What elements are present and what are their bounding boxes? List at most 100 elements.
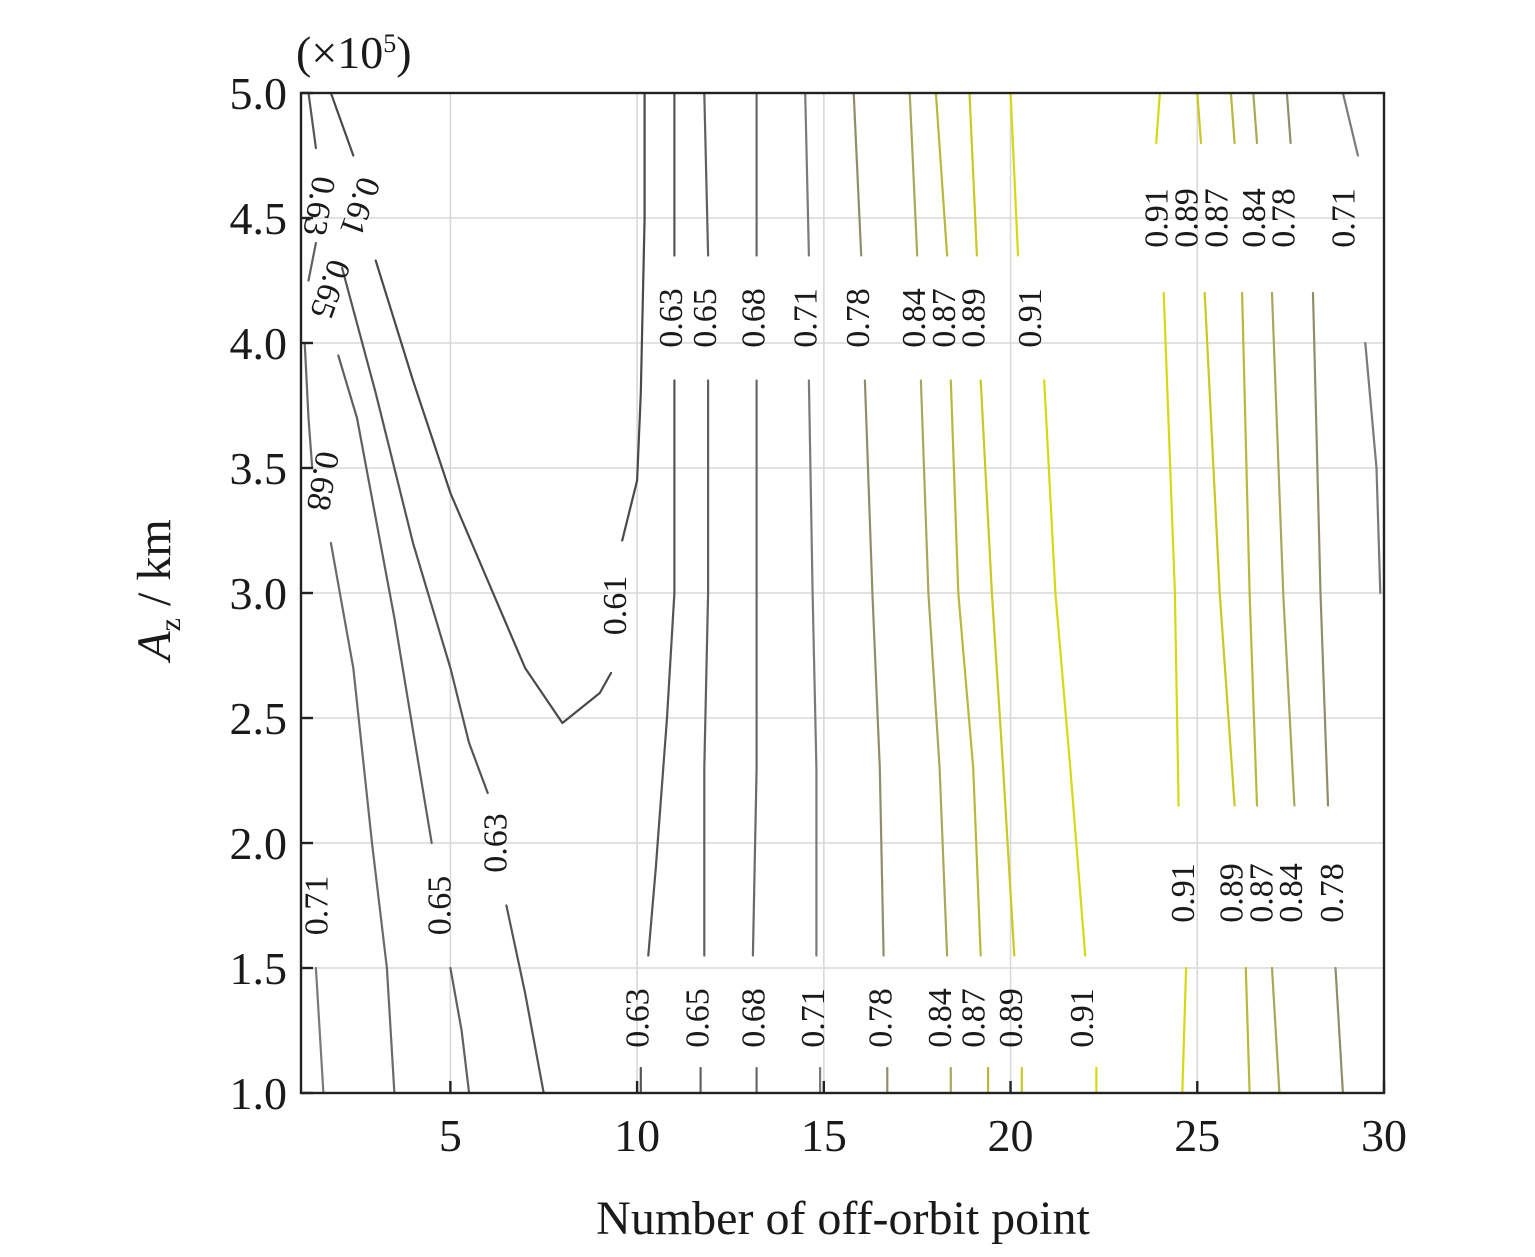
contour-line-0-71: [314, 966, 325, 1095]
contour-label: 0.65: [422, 876, 459, 936]
contour-line-0-65: [307, 241, 317, 282]
contour-label: 0.84: [922, 988, 959, 1048]
x-tick-label: 15: [801, 1110, 847, 1161]
contour-line-0-84: [1270, 291, 1296, 807]
contour-label: 0.78: [862, 988, 899, 1048]
contour-label: 0.91: [1139, 188, 1176, 248]
contour-label: 0.89: [993, 988, 1030, 1048]
y-axis-label: Az / km: [128, 519, 187, 663]
contour-label: 0.84: [1236, 188, 1273, 248]
y-tick-label: 5.0: [230, 68, 288, 119]
contour-label: 0.78: [840, 288, 877, 348]
contour-label: 0.71: [795, 988, 832, 1048]
x-tick-label: 25: [1174, 1110, 1220, 1161]
contour-line-0-84: [1252, 91, 1259, 145]
contour-line-0-63: [505, 904, 545, 1095]
contour-label: 0.91: [1012, 288, 1049, 348]
contour-line-0-71: [1341, 91, 1359, 157]
contour-line-0-87: [1229, 91, 1236, 145]
contour-line-0-78: [852, 91, 863, 257]
contour-label: 0.91: [1165, 863, 1202, 923]
contour-label: 0.87: [926, 288, 963, 348]
contour-label: 0.89: [1169, 188, 1206, 248]
contour-label: 0.71: [788, 288, 825, 348]
contour-label: 0.71: [1325, 188, 1362, 248]
y-tick-label: 3.0: [230, 568, 288, 619]
contour-label: 0.63: [478, 813, 515, 873]
contour-line-0-87: [949, 379, 982, 957]
contour-label: 0.68: [299, 448, 346, 513]
contour-label: 0.68: [735, 988, 772, 1048]
contour-label: 0.65: [687, 288, 724, 348]
contour-labels: 0.610.630.650.680.71 0.650.630.610.630.65…: [295, 172, 1362, 1048]
y-tick-label: 2.5: [230, 693, 288, 744]
contour-line-0-78: [1311, 291, 1330, 807]
contour-label: 0.78: [1314, 863, 1351, 923]
contour-line-0-91: [1043, 379, 1087, 957]
contour-line-0-71: [807, 379, 818, 957]
contour-line-0-68: [329, 541, 396, 1095]
contour-line-0-89: [1196, 91, 1203, 145]
x-tick-label: 5: [439, 1110, 462, 1161]
y-axis-label-symbol: A: [128, 631, 181, 664]
contour-line-0-63: [647, 379, 676, 957]
x-axis-label: Number of off-orbit point: [596, 1192, 1090, 1245]
contour-line-0-91: [1181, 966, 1188, 1095]
y-multiplier: (×105): [296, 27, 412, 78]
contour-line-0-91: [1155, 91, 1161, 145]
y-tick-label: 4.0: [230, 318, 288, 369]
contour-line-0-65: [703, 91, 710, 257]
axes: 5 10 15 20 25 30 1.0 1.5 2.0 2.5 3.0 3.5 4.0 4.5 5.0: [230, 68, 1408, 1161]
x-tick-label: 30: [1361, 1110, 1407, 1161]
contour-line-0-89: [1203, 291, 1236, 807]
contour-line-0-63: [307, 91, 317, 150]
contour-label: 0.87: [1198, 188, 1235, 248]
contour-line-0-65: [703, 379, 710, 957]
contour-label: 0.61: [597, 576, 634, 636]
contour-lines: [303, 91, 1382, 1095]
contour-line-0-78: [863, 379, 885, 957]
contour-label: 0.89: [956, 288, 993, 348]
contour-label: 0.71: [298, 876, 335, 936]
contour-line-0-63: [341, 266, 489, 795]
y-tick-label: 1.5: [230, 943, 288, 994]
contour-label: 0.89: [1213, 863, 1250, 923]
contour-label: 0.65: [302, 255, 357, 324]
contour-line-0-78: [1334, 966, 1344, 1095]
contour-line-0-87: [1244, 966, 1251, 1095]
contour-label: 0.63: [620, 988, 657, 1048]
y-axis-label-subscript: z: [154, 618, 187, 631]
contour-line-0-91: [1009, 91, 1020, 257]
contour-line-0-61: [374, 259, 613, 725]
contour-label: 0.65: [679, 988, 716, 1048]
x-tick-label: 20: [988, 1110, 1034, 1161]
contour-line-0-61: [621, 91, 646, 542]
contour-label: 0.84: [1273, 863, 1310, 923]
x-tick-label: 10: [614, 1110, 660, 1161]
contour-line-0-65: [449, 966, 471, 1095]
contour-line-0-71: [1364, 341, 1382, 595]
contour-line-0-84: [1270, 966, 1281, 1095]
grid: [301, 93, 1384, 1093]
contour-line-0-78: [1285, 91, 1292, 145]
y-tick-label: 1.0: [230, 1068, 288, 1119]
contour-label: 0.63: [653, 288, 690, 348]
contour-label: 0.78: [1266, 188, 1303, 248]
contour-line-0-89: [968, 91, 978, 257]
contour-line-0-84: [919, 379, 949, 957]
contour-line-0-89: [979, 379, 1016, 957]
contour-label: 0.68: [735, 288, 772, 348]
y-axis-label-unit: / km: [128, 519, 181, 618]
contour-label: 0.87: [1243, 863, 1280, 923]
contour-line-0-71: [804, 91, 810, 257]
contour-line-0-84: [908, 91, 919, 257]
contour-label: 0.84: [896, 288, 933, 348]
y-tick-label: 2.0: [230, 818, 288, 869]
contour-line-0-87: [1241, 291, 1259, 807]
contour-label: 0.91: [1064, 988, 1101, 1048]
contour-line-0-65: [337, 354, 433, 845]
y-tick-label: 3.5: [230, 443, 288, 494]
contour-line-0-87: [934, 91, 949, 257]
